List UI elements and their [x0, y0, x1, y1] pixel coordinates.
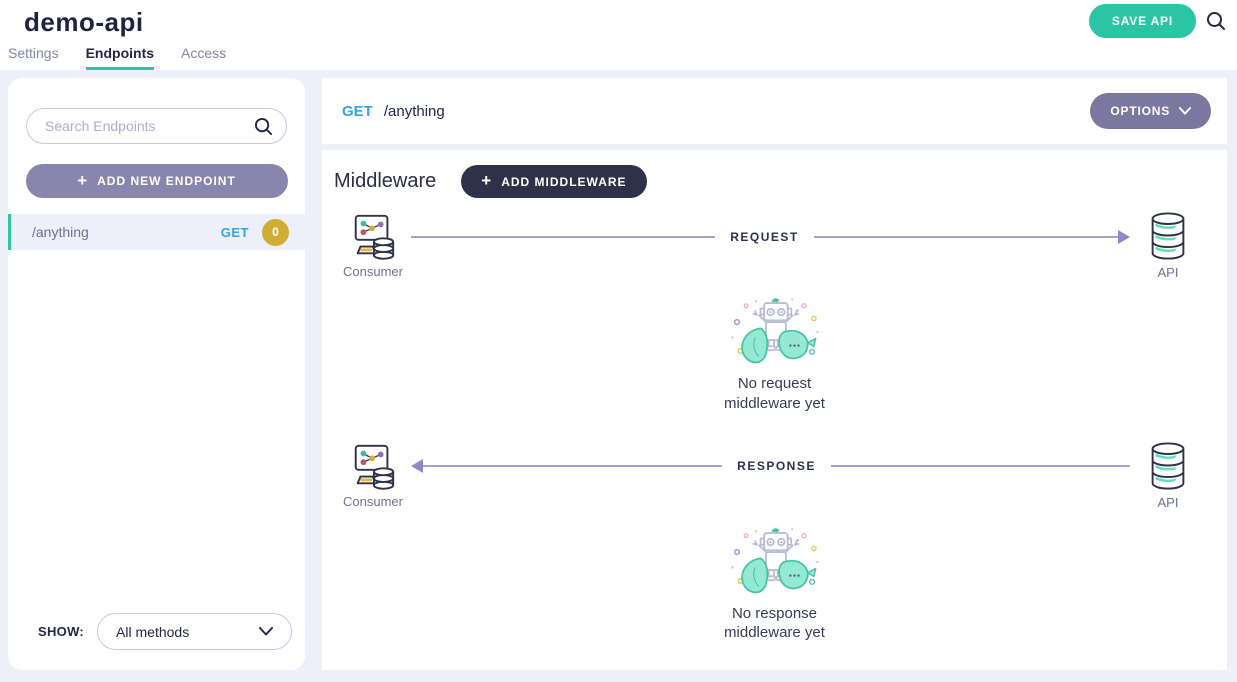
robot-illustration [729, 526, 820, 593]
api-node: API [1140, 441, 1196, 510]
chevron-down-icon [1179, 107, 1191, 115]
request-label: REQUEST [730, 229, 799, 244]
request-flow-row: Consumer REQUEST API [322, 211, 1227, 280]
arrow-line [830, 465, 1130, 468]
consumer-icon [354, 214, 395, 260]
endpoint-path: /anything [383, 102, 445, 120]
add-middleware-label: ADD MIDDLEWARE [501, 174, 627, 189]
endpoint-method-badge: GET [220, 224, 249, 240]
options-label: OPTIONS [1110, 104, 1170, 118]
page-title: demo-api [24, 7, 144, 37]
arrow-line [411, 235, 716, 238]
method-filter-value: All methods [116, 623, 190, 640]
tab-endpoints[interactable]: Endpoints [85, 45, 155, 70]
middleware-panel: Middleware + ADD MIDDLEWARE Consumer REQ… [322, 150, 1227, 670]
search-icon[interactable] [1206, 11, 1226, 31]
consumer-node: Consumer [343, 212, 403, 279]
options-button[interactable]: OPTIONS [1090, 93, 1211, 129]
tab-bar: Settings Endpoints Access [8, 45, 226, 70]
response-flow-row: Consumer RESPONSE API [322, 441, 1227, 510]
endpoint-search [26, 108, 287, 144]
api-node: API [1140, 211, 1196, 280]
top-bar: demo-api Settings Endpoints Access SAVE … [0, 0, 1237, 70]
response-label: RESPONSE [737, 459, 816, 474]
arrowhead-right-icon [1118, 229, 1131, 244]
search-endpoints-input[interactable] [45, 109, 250, 143]
add-new-endpoint-button[interactable]: + ADD NEW ENDPOINT [25, 164, 288, 198]
consumer-node: Consumer [343, 442, 403, 509]
plus-icon: + [77, 170, 89, 190]
method-filter-dropdown[interactable]: All methods [97, 613, 292, 650]
tab-access[interactable]: Access [181, 45, 227, 61]
endpoints-sidebar: + ADD NEW ENDPOINT /anything GET 0 SHOW:… [8, 78, 305, 670]
response-arrow: RESPONSE [411, 459, 1130, 474]
add-endpoint-label: ADD NEW ENDPOINT [97, 174, 236, 188]
empty-response-text: No response middleware yet [724, 604, 825, 642]
method-filter-row: SHOW: All methods [38, 613, 292, 650]
endpoint-header-bar: GET /anything OPTIONS [322, 78, 1227, 144]
arrowhead-left-icon [411, 459, 423, 474]
consumer-label: Consumer [343, 264, 403, 279]
endpoint-list-item[interactable]: /anything GET 0 [8, 214, 305, 250]
middleware-title: Middleware [334, 170, 437, 192]
api-label: API [1157, 265, 1179, 280]
api-label: API [1157, 494, 1179, 510]
show-label: SHOW: [38, 624, 85, 639]
add-middleware-button[interactable]: + ADD MIDDLEWARE [461, 165, 647, 198]
arrow-line [813, 235, 1119, 238]
search-icon[interactable] [254, 117, 273, 136]
plus-icon: + [481, 171, 493, 190]
empty-response-middleware: No response middleware yet [322, 524, 1227, 644]
chevron-down-icon [259, 627, 273, 636]
endpoint-method: GET [342, 102, 373, 120]
middleware-count-badge: 0 [262, 218, 289, 246]
request-arrow: REQUEST [411, 229, 1131, 244]
robot-illustration [729, 297, 820, 364]
arrow-line [423, 465, 723, 468]
api-database-icon [1151, 442, 1185, 490]
empty-request-middleware: No request middleware yet [322, 294, 1227, 414]
consumer-label: Consumer [343, 493, 403, 509]
empty-request-text: No request middleware yet [724, 375, 825, 412]
save-api-button[interactable]: SAVE API [1088, 4, 1196, 38]
api-database-icon [1151, 212, 1185, 260]
tab-settings[interactable]: Settings [8, 45, 59, 61]
middleware-header: Middleware + ADD MIDDLEWARE [322, 150, 1227, 198]
consumer-icon [354, 444, 395, 490]
endpoint-path: /anything [32, 224, 89, 240]
